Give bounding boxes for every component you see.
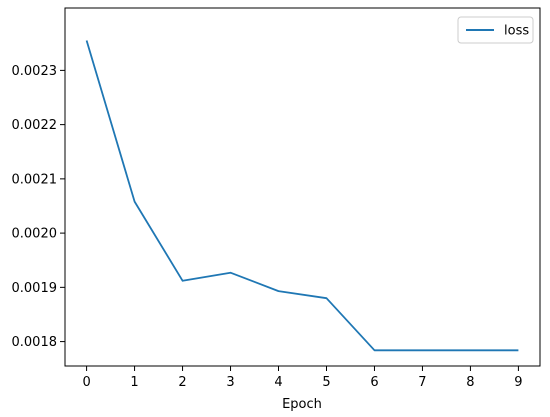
- y-tick-label: 0.0019: [12, 281, 58, 296]
- x-tick-label: 7: [418, 375, 426, 390]
- x-tick-label: 4: [274, 375, 282, 390]
- y-axis: 0.0018 0.0019 0.0020 0.0021 0.0022 0.0023: [12, 64, 65, 350]
- x-tick-label: 3: [226, 375, 234, 390]
- y-tick-label: 0.0020: [12, 227, 58, 242]
- x-axis: 0 1 2 3 4 5 6 7 8 9: [82, 366, 523, 390]
- loss-line: [85, 40, 519, 352]
- x-axis-title: Epoch: [282, 397, 322, 412]
- x-tick-label: 5: [322, 375, 330, 390]
- legend-box: [457, 16, 534, 44]
- y-tick-label: 0.0018: [12, 335, 58, 350]
- y-tick-label: 0.0021: [12, 172, 58, 187]
- y-tick-label: 0.0023: [12, 64, 58, 79]
- plot-frame: [64, 7, 541, 367]
- x-tick-label: 6: [370, 375, 378, 390]
- x-tick-label: 0: [82, 375, 90, 390]
- x-tick-label: 1: [130, 375, 138, 390]
- legend-label-loss: loss: [504, 24, 529, 39]
- x-tick-label: 8: [466, 375, 474, 390]
- x-tick-label: 9: [514, 375, 522, 390]
- x-tick-label: 2: [178, 375, 186, 390]
- legend: loss: [457, 16, 534, 44]
- y-tick-label: 0.0022: [12, 118, 58, 133]
